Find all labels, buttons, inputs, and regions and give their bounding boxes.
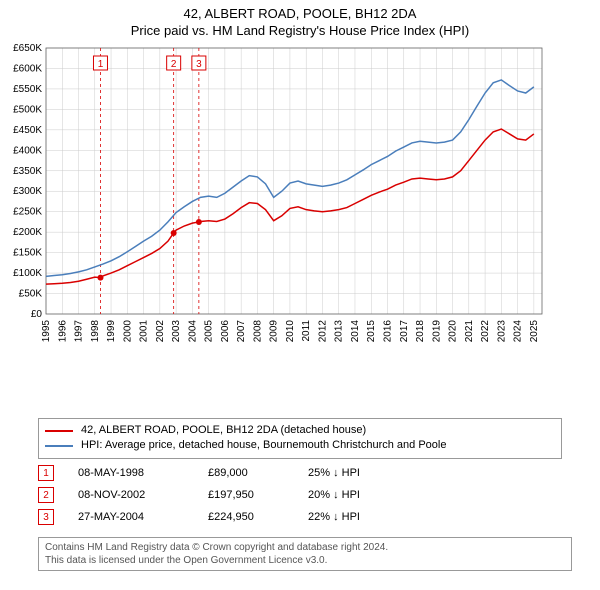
sale-marker-box: 2 bbox=[38, 487, 54, 503]
sale-row: 3 27-MAY-2004£224,95022% ↓ HPI bbox=[38, 506, 428, 528]
svg-text:2025: 2025 bbox=[529, 319, 540, 342]
page-container: 42, ALBERT ROAD, POOLE, BH12 2DA Price p… bbox=[0, 0, 600, 590]
svg-text:2000: 2000 bbox=[122, 319, 133, 342]
svg-text:2001: 2001 bbox=[139, 319, 150, 342]
legend-swatch bbox=[45, 445, 73, 447]
title-block: 42, ALBERT ROAD, POOLE, BH12 2DA Price p… bbox=[0, 0, 600, 40]
svg-text:£500K: £500K bbox=[13, 104, 42, 115]
sale-price: £224,950 bbox=[208, 511, 308, 523]
svg-text:1: 1 bbox=[98, 59, 104, 70]
svg-text:2024: 2024 bbox=[513, 319, 524, 342]
svg-text:2018: 2018 bbox=[415, 319, 426, 342]
svg-text:£200K: £200K bbox=[13, 227, 42, 238]
svg-text:1999: 1999 bbox=[106, 319, 117, 342]
svg-text:2005: 2005 bbox=[204, 319, 215, 342]
sale-date: 27-MAY-2004 bbox=[78, 511, 208, 523]
sales-table: 1 08-MAY-1998£89,00025% ↓ HPI 2 08-NOV-2002… bbox=[38, 462, 428, 528]
sale-row: 1 08-MAY-1998£89,00025% ↓ HPI bbox=[38, 462, 428, 484]
attribution-box: Contains HM Land Registry data © Crown c… bbox=[38, 537, 572, 571]
sale-diff: 20% ↓ HPI bbox=[308, 489, 428, 501]
sale-diff: 25% ↓ HPI bbox=[308, 467, 428, 479]
svg-text:£0: £0 bbox=[31, 309, 43, 320]
svg-text:2022: 2022 bbox=[480, 319, 491, 342]
sale-date: 08-MAY-1998 bbox=[78, 467, 208, 479]
svg-text:2017: 2017 bbox=[399, 319, 410, 342]
title-line-2: Price paid vs. HM Land Registry's House … bbox=[0, 23, 600, 40]
sale-diff: 22% ↓ HPI bbox=[308, 511, 428, 523]
chart-area: £0 £50K £100K £150K £200K £250K £300K £350K £400… bbox=[0, 44, 600, 359]
svg-text:2021: 2021 bbox=[464, 319, 475, 342]
sale-marker-box: 3 bbox=[38, 509, 54, 525]
legend-label: 42, ALBERT ROAD, POOLE, BH12 2DA (detach… bbox=[81, 423, 366, 438]
svg-text:2010: 2010 bbox=[285, 319, 296, 342]
svg-text:2015: 2015 bbox=[366, 319, 377, 342]
svg-text:£150K: £150K bbox=[13, 247, 42, 258]
line-chart: £0 £50K £100K £150K £200K £250K £300K £350K £400… bbox=[0, 44, 550, 354]
svg-text:2006: 2006 bbox=[220, 319, 231, 342]
attribution-line-2: This data is licensed under the Open Gov… bbox=[45, 554, 565, 567]
svg-text:2008: 2008 bbox=[252, 319, 263, 342]
svg-text:3: 3 bbox=[196, 59, 202, 70]
svg-text:2020: 2020 bbox=[448, 319, 459, 342]
svg-text:1995: 1995 bbox=[41, 319, 52, 342]
legend-label: HPI: Average price, detached house, Bour… bbox=[81, 438, 446, 453]
svg-text:2011: 2011 bbox=[301, 319, 312, 341]
legend-swatch bbox=[45, 430, 73, 432]
legend-box: 42, ALBERT ROAD, POOLE, BH12 2DA (detach… bbox=[38, 418, 562, 459]
svg-text:2013: 2013 bbox=[334, 319, 345, 342]
svg-text:£550K: £550K bbox=[13, 84, 42, 95]
svg-text:2012: 2012 bbox=[317, 319, 328, 342]
sale-date: 08-NOV-2002 bbox=[78, 489, 208, 501]
svg-text:£600K: £600K bbox=[13, 63, 42, 74]
svg-text:2007: 2007 bbox=[236, 319, 247, 342]
legend-row: 42, ALBERT ROAD, POOLE, BH12 2DA (detach… bbox=[45, 423, 555, 438]
svg-text:2016: 2016 bbox=[383, 319, 394, 342]
svg-text:£300K: £300K bbox=[13, 186, 42, 197]
svg-text:£450K: £450K bbox=[13, 125, 42, 136]
svg-text:2003: 2003 bbox=[171, 319, 182, 342]
svg-text:2: 2 bbox=[171, 59, 177, 70]
svg-text:£400K: £400K bbox=[13, 145, 42, 156]
svg-text:2023: 2023 bbox=[496, 319, 507, 342]
svg-text:1997: 1997 bbox=[74, 319, 85, 342]
sale-price: £89,000 bbox=[208, 467, 308, 479]
attribution-line-1: Contains HM Land Registry data © Crown c… bbox=[45, 541, 565, 554]
svg-text:£350K: £350K bbox=[13, 166, 42, 177]
sale-price: £197,950 bbox=[208, 489, 308, 501]
svg-text:2014: 2014 bbox=[350, 319, 361, 342]
svg-text:1996: 1996 bbox=[57, 319, 68, 342]
sale-row: 2 08-NOV-2002£197,95020% ↓ HPI bbox=[38, 484, 428, 506]
sale-marker-box: 1 bbox=[38, 465, 54, 481]
svg-text:£250K: £250K bbox=[13, 206, 42, 217]
svg-text:1998: 1998 bbox=[90, 319, 101, 342]
title-line-1: 42, ALBERT ROAD, POOLE, BH12 2DA bbox=[0, 6, 600, 23]
svg-text:2019: 2019 bbox=[431, 319, 442, 342]
svg-text:£50K: £50K bbox=[19, 288, 43, 299]
legend-row: HPI: Average price, detached house, Bour… bbox=[45, 438, 555, 453]
svg-text:2002: 2002 bbox=[155, 319, 166, 342]
svg-text:£100K: £100K bbox=[13, 268, 42, 279]
svg-text:2004: 2004 bbox=[187, 319, 198, 342]
svg-text:£650K: £650K bbox=[13, 44, 42, 54]
svg-text:2009: 2009 bbox=[269, 319, 280, 342]
